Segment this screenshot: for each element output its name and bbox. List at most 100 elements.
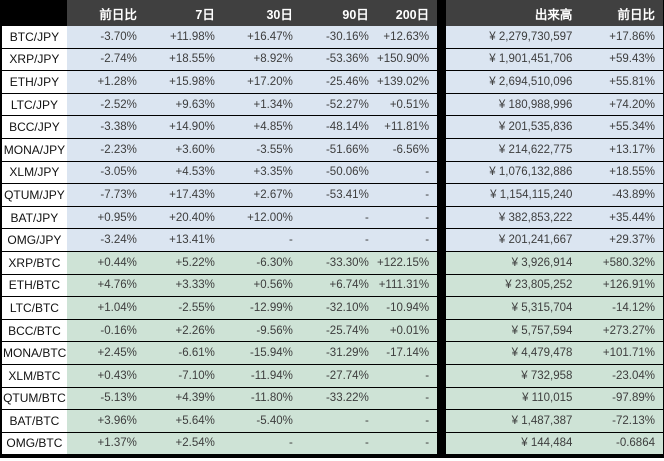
pair-label: XRP/JPY — [1, 48, 67, 72]
header-volume: 出来高 — [437, 0, 581, 26]
change-cell: -31.29% — [300, 341, 377, 365]
change-cell: -53.36% — [300, 48, 377, 72]
table-body: BTC/JPY -3.70% +11.98% +16.47% -30.16% +12.63… — [1, 26, 664, 457]
change-cell: - — [376, 206, 442, 230]
table-row: ETH/JPY +1.28% +15.98% +17.20% -25.46% +139.0… — [1, 70, 664, 94]
change-cell: +2.54% — [144, 432, 223, 457]
change-cell: +12.63% — [376, 26, 442, 49]
change-cell: -17.14% — [376, 341, 442, 365]
change-cell: - — [222, 228, 301, 252]
change-cell: -33.30% — [300, 251, 377, 275]
volume-cell: ¥ 110,015 — [437, 387, 581, 411]
change-cell: +2.26% — [144, 319, 223, 343]
change-cell: -5.13% — [66, 387, 145, 411]
pair-label: XLM/JPY — [1, 161, 67, 185]
table-row: LTC/JPY -2.52% +9.63% +1.34% -52.27% +0.51% ¥ … — [1, 93, 664, 117]
change-cell: +59.43% — [580, 48, 664, 72]
pair-label: MONA/JPY — [1, 138, 67, 162]
change-cell: -6.30% — [222, 251, 301, 275]
table-row: BTC/JPY -3.70% +11.98% +16.47% -30.16% +12.63… — [1, 26, 664, 49]
table-row: BCC/BTC -0.16% +2.26% -9.56% -25.74% +0.01% ¥ … — [1, 319, 664, 343]
change-cell: +18.55% — [580, 161, 664, 185]
change-cell: +2.67% — [222, 183, 301, 207]
volume-cell: ¥ 1,076,132,886 — [437, 161, 581, 185]
change-cell: +17.20% — [222, 70, 301, 94]
volume-cell: ¥ 144,484 — [437, 432, 581, 457]
change-cell: -30.16% — [300, 26, 377, 49]
change-cell: +1.34% — [222, 93, 301, 117]
change-cell: -53.41% — [300, 183, 377, 207]
change-cell: +0.43% — [66, 364, 145, 388]
volume-cell: ¥ 4,479,478 — [437, 341, 581, 365]
change-cell: -3.55% — [222, 138, 301, 162]
change-cell: -0.6864 — [580, 432, 664, 457]
change-cell: +3.35% — [222, 161, 301, 185]
change-cell: +4.53% — [144, 161, 223, 185]
change-cell: - — [300, 409, 377, 433]
change-cell: -32.10% — [300, 296, 377, 320]
change-cell: +12.00% — [222, 206, 301, 230]
pair-label: ETH/JPY — [1, 70, 67, 94]
change-cell: +8.92% — [222, 48, 301, 72]
table-row: BAT/BTC +3.96% +5.64% -5.40% - - ¥ 1,487,387 -7… — [1, 409, 664, 433]
change-cell: -10.94% — [376, 296, 442, 320]
pair-label: QTUM/BTC — [1, 387, 67, 411]
change-cell: -48.14% — [300, 115, 377, 139]
change-cell: +580.32% — [580, 251, 664, 275]
header-row: 前日比 7日 30日 90日 200日 出来高 前日比 — [1, 0, 664, 26]
change-cell: +4.76% — [66, 274, 145, 298]
volume-cell: ¥ 5,757,594 — [437, 319, 581, 343]
pair-label: BTC/JPY — [1, 26, 67, 49]
pair-label: OMG/BTC — [1, 432, 67, 457]
change-cell: +3.33% — [144, 274, 223, 298]
change-cell: -2.23% — [66, 138, 145, 162]
pair-label: MONA/BTC — [1, 341, 67, 365]
volume-cell: ¥ 2,694,510,096 — [437, 70, 581, 94]
change-cell: -11.94% — [222, 364, 301, 388]
header-30d: 30日 — [222, 0, 301, 26]
change-cell: -3.38% — [66, 115, 145, 139]
change-cell: -3.24% — [66, 228, 145, 252]
change-cell: -0.16% — [66, 319, 145, 343]
change-cell: +17.43% — [144, 183, 223, 207]
change-cell: -3.70% — [66, 26, 145, 49]
volume-cell: ¥ 201,535,836 — [437, 115, 581, 139]
change-cell: +4.39% — [144, 387, 223, 411]
volume-cell: ¥ 5,315,704 — [437, 296, 581, 320]
change-cell: -7.10% — [144, 364, 223, 388]
volume-cell: ¥ 214,622,775 — [437, 138, 581, 162]
change-cell: - — [376, 364, 442, 388]
table-row: QTUM/BTC -5.13% +4.39% -11.80% -33.22% - ¥ 110… — [1, 387, 664, 411]
change-cell: -6.56% — [376, 138, 442, 162]
change-cell: +15.98% — [144, 70, 223, 94]
volume-cell: ¥ 1,154,115,240 — [437, 183, 581, 207]
corner-cell — [1, 0, 67, 26]
table-row: MONA/JPY -2.23% +3.60% -3.55% -51.66% -6.56% ¥… — [1, 138, 664, 162]
change-cell: -3.05% — [66, 161, 145, 185]
change-cell: - — [376, 228, 442, 252]
change-cell: +5.22% — [144, 251, 223, 275]
change-cell: +0.51% — [376, 93, 442, 117]
header-volume-change-prev-day: 前日比 — [580, 0, 664, 26]
header-change-prev-day: 前日比 — [66, 0, 145, 26]
pair-label: OMG/JPY — [1, 228, 67, 252]
change-cell: +29.37% — [580, 228, 664, 252]
change-cell: -27.74% — [300, 364, 377, 388]
change-cell: +18.55% — [144, 48, 223, 72]
change-cell: +101.71% — [580, 341, 664, 365]
change-cell: +55.34% — [580, 115, 664, 139]
change-cell: +13.17% — [580, 138, 664, 162]
volume-cell: ¥ 23,805,252 — [437, 274, 581, 298]
volume-cell: ¥ 382,853,222 — [437, 206, 581, 230]
volume-cell: ¥ 3,926,914 — [437, 251, 581, 275]
change-cell: - — [300, 432, 377, 457]
change-cell: +0.56% — [222, 274, 301, 298]
change-cell: +139.02% — [376, 70, 442, 94]
header-200d: 200日 — [376, 0, 442, 26]
change-cell: -12.99% — [222, 296, 301, 320]
change-cell: +16.47% — [222, 26, 301, 49]
change-cell: +126.91% — [580, 274, 664, 298]
change-cell: -9.56% — [222, 319, 301, 343]
